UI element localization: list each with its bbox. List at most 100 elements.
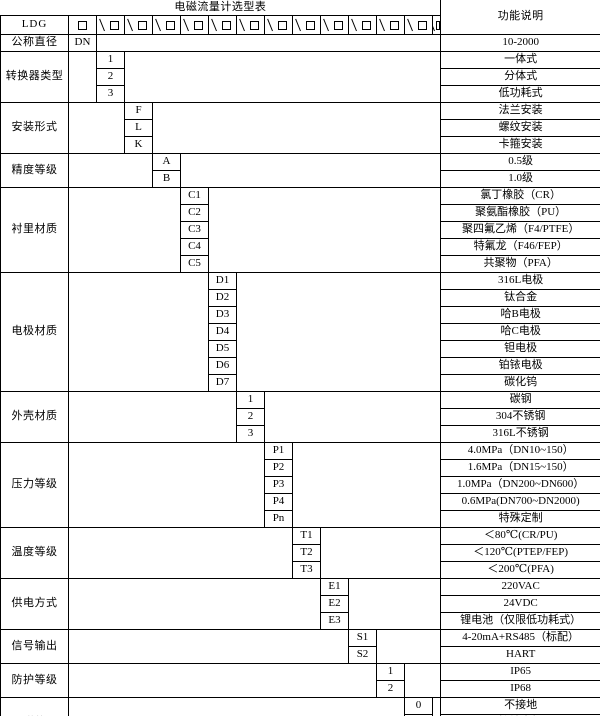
slash-separator-icon [159,19,166,31]
code-cell-6-1[interactable]: 2 [236,408,265,426]
code-cell-10-0[interactable]: S1 [348,629,377,647]
model-code-slot-10[interactable] [348,15,377,35]
description-cell-1-1: 分体式 [440,68,600,86]
description-cell-8-2: ＜200℃(PFA) [440,561,600,579]
model-code-slot-8[interactable] [292,15,321,35]
spacer-right-2 [151,102,442,154]
code-cell-7-0[interactable]: P1 [264,442,293,460]
empty-box-icon [333,20,343,30]
spacer-left-3 [68,153,153,188]
model-code-slot-0[interactable] [68,15,97,35]
spacer-right-12 [431,697,442,716]
code-cell-5-3[interactable]: D4 [208,323,237,341]
spacer-left-7 [68,442,265,528]
code-cell-3-1[interactable]: B [152,170,181,188]
code-cell-7-3[interactable]: P4 [264,493,293,511]
empty-box-icon [109,20,119,30]
empty-box-icon [305,20,315,30]
code-cell-11-1[interactable]: 2 [376,680,405,698]
empty-box-icon [78,20,87,30]
description-cell-5-2: 哈B电极 [440,306,600,324]
code-cell-5-4[interactable]: D5 [208,340,237,358]
description-cell-5-1: 钛合金 [440,289,600,307]
code-cell-5-0[interactable]: D1 [208,272,237,290]
model-code-slot-2[interactable] [124,15,153,35]
spacer-right-0 [95,34,442,52]
description-cell-3-1: 1.0级 [440,170,600,188]
slash-separator-icon [103,19,110,31]
description-cell-11-1: IP68 [440,680,600,698]
code-cell-7-4[interactable]: Pn [264,510,293,528]
code-cell-4-1[interactable]: C2 [180,204,209,222]
description-cell-6-2: 316L不锈钢 [440,425,600,443]
empty-box-icon [221,20,231,30]
code-cell-8-1[interactable]: T2 [292,544,321,562]
spacer-right-9 [347,578,442,630]
code-cell-1-0[interactable]: 1 [96,51,125,69]
description-cell-7-0: 4.0MPa（DN10~150） [440,442,600,460]
empty-box-icon [435,20,440,30]
description-cell-7-2: 1.0MPa（DN200~DN600） [440,476,600,494]
code-cell-1-1[interactable]: 2 [96,68,125,86]
description-cell-9-0: 220VAC [440,578,600,596]
description-cell-8-0: ＜80℃(CR/PU) [440,527,600,545]
code-cell-12-1[interactable]: 1 [404,714,433,716]
code-cell-4-4[interactable]: C5 [180,255,209,273]
description-cell-11-0: IP65 [440,663,600,681]
description-cell-8-1: ＜120℃(PTEP/FEP) [440,544,600,562]
code-cell-8-2[interactable]: T3 [292,561,321,579]
code-cell-4-2[interactable]: C3 [180,221,209,239]
spacer-right-8 [319,527,442,579]
spacer-right-3 [179,153,442,188]
description-cell-6-0: 碳钢 [440,391,600,409]
code-cell-3-0[interactable]: A [152,153,181,171]
section-label-7: 压力等级 [0,442,69,528]
code-cell-4-3[interactable]: C4 [180,238,209,256]
code-cell-11-0[interactable]: 1 [376,663,405,681]
section-label-10: 信号输出 [0,629,69,664]
slash-separator-icon [131,19,138,31]
spacer-left-1 [68,51,97,103]
section-label-0: 公称直径 [0,34,69,52]
code-cell-2-0[interactable]: F [124,102,153,120]
code-cell-9-2[interactable]: E3 [320,612,349,630]
description-column-header: 功能说明 [440,0,600,35]
code-cell-5-5[interactable]: D6 [208,357,237,375]
description-cell-7-3: 0.6MPa(DN700~DN2000) [440,493,600,511]
code-cell-7-1[interactable]: P2 [264,459,293,477]
spacer-right-11 [403,663,442,698]
section-label-5: 电极材质 [0,272,69,392]
model-code-slot-4[interactable] [180,15,209,35]
code-cell-4-0[interactable]: C1 [180,187,209,205]
code-cell-9-1[interactable]: E2 [320,595,349,613]
code-cell-1-2[interactable]: 3 [96,85,125,103]
model-prefix: LDG [0,15,69,35]
code-cell-5-2[interactable]: D3 [208,306,237,324]
model-code-slot-11[interactable] [376,15,405,35]
section-label-3: 精度等级 [0,153,69,188]
code-cell-9-0[interactable]: E1 [320,578,349,596]
section-label-8: 温度等级 [0,527,69,579]
code-cell-6-2[interactable]: 3 [236,425,265,443]
model-code-slot-13[interactable] [431,15,442,35]
model-code-slot-5[interactable] [208,15,237,35]
model-code-slot-6[interactable] [236,15,265,35]
table-title: 电磁流量计选型表 [0,0,441,16]
model-code-slot-9[interactable] [320,15,349,35]
code-cell-8-0[interactable]: T1 [292,527,321,545]
code-cell-2-2[interactable]: K [124,136,153,154]
model-code-slot-1[interactable] [96,15,125,35]
code-cell-6-0[interactable]: 1 [236,391,265,409]
code-cell-5-6[interactable]: D7 [208,374,237,392]
code-cell-5-1[interactable]: D2 [208,289,237,307]
slash-separator-icon [271,19,278,31]
code-cell-0-0[interactable]: DN [68,34,97,52]
model-code-slot-12[interactable] [404,15,433,35]
model-code-slot-3[interactable] [152,15,181,35]
code-cell-10-1[interactable]: S2 [348,646,377,664]
code-cell-7-2[interactable]: P3 [264,476,293,494]
code-cell-2-1[interactable]: L [124,119,153,137]
code-cell-12-0[interactable]: 0 [404,697,433,715]
model-code-slot-7[interactable] [264,15,293,35]
